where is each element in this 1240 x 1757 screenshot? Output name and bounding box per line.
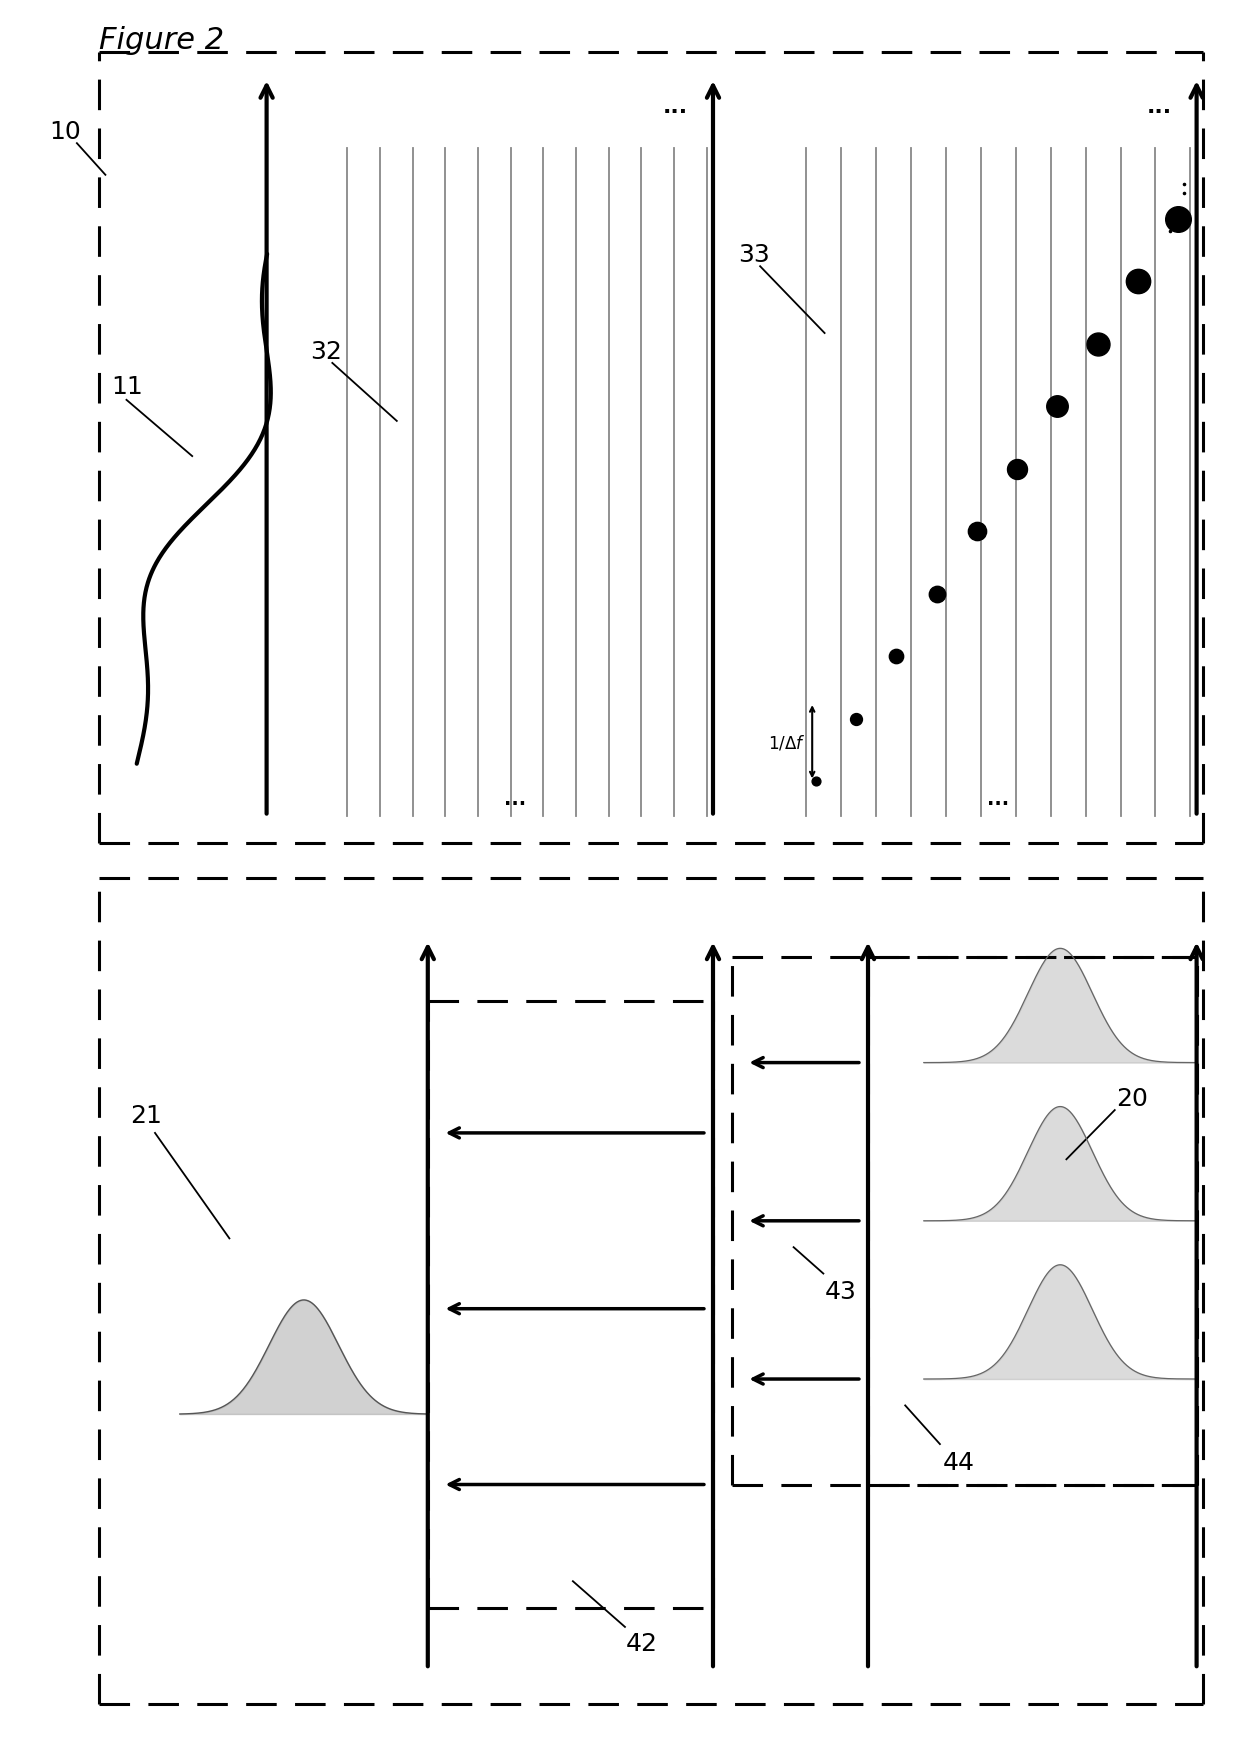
- Point: [1048, 394, 1068, 422]
- Text: 10: 10: [50, 119, 82, 144]
- Text: 42: 42: [626, 1630, 658, 1655]
- Point: [967, 518, 987, 546]
- Point: [887, 643, 906, 671]
- Text: ...: ...: [987, 789, 1009, 808]
- Text: 33: 33: [738, 242, 770, 267]
- Point: [1161, 218, 1180, 246]
- Text: 21: 21: [130, 1103, 162, 1128]
- Point: [1128, 269, 1148, 297]
- Point: [1087, 330, 1107, 358]
- Point: [846, 705, 866, 733]
- Text: 44: 44: [942, 1450, 975, 1474]
- Text: $1/\Delta f$: $1/\Delta f$: [769, 733, 806, 752]
- Point: [1007, 455, 1027, 483]
- Point: [1168, 206, 1188, 234]
- Text: ...: ...: [1147, 97, 1172, 116]
- Text: 32: 32: [310, 339, 342, 364]
- Text: 20: 20: [1116, 1086, 1148, 1110]
- Point: [1174, 170, 1194, 199]
- Point: [806, 768, 826, 796]
- Text: Figure 2: Figure 2: [99, 26, 224, 54]
- Text: ...: ...: [663, 97, 688, 116]
- Point: [1174, 179, 1194, 207]
- Text: 11: 11: [112, 374, 144, 399]
- Point: [926, 580, 946, 608]
- Text: 43: 43: [825, 1279, 857, 1304]
- Text: ...: ...: [503, 789, 526, 808]
